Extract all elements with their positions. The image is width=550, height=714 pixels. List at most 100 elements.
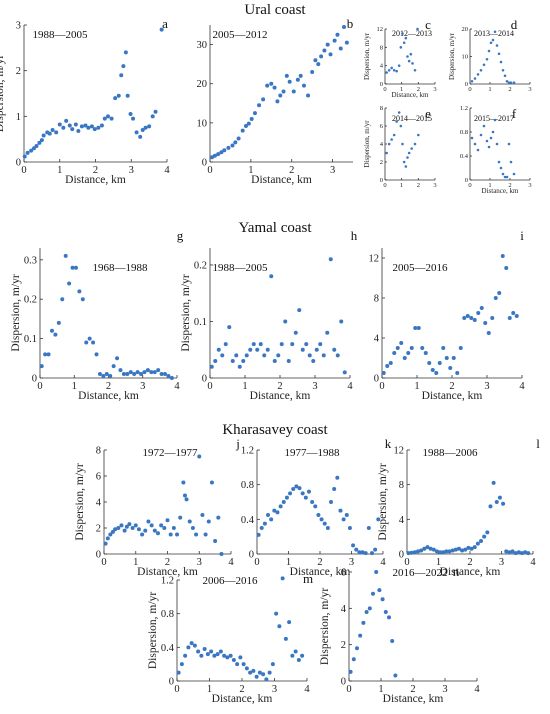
x-tick-label: 1: [57, 165, 62, 176]
data-point: [269, 81, 274, 86]
x-tick-label: 2: [289, 165, 294, 176]
data-point: [465, 314, 470, 318]
section-title-ural: Ural coast: [244, 2, 306, 18]
data-point: [190, 526, 195, 530]
data-point: [140, 128, 145, 133]
panel-letter: j: [235, 436, 240, 451]
data-point: [489, 136, 493, 140]
data-point: [121, 64, 126, 69]
data-point: [519, 551, 524, 556]
data-point: [269, 274, 274, 279]
x-tick-label: 4: [380, 557, 386, 568]
data-point: [216, 515, 221, 520]
x-tick-label: 0: [383, 182, 386, 189]
data-point: [377, 588, 382, 593]
data-point: [248, 347, 253, 352]
data-point: [270, 662, 275, 667]
data-point: [404, 36, 408, 40]
data-point: [485, 139, 489, 143]
y-tick-label: 1.2: [241, 446, 254, 457]
data-point: [119, 523, 124, 528]
y-tick-label: 0.8: [460, 129, 468, 136]
y-tick-label: 0.1: [194, 317, 207, 328]
data-point: [409, 550, 414, 555]
data-point: [223, 342, 228, 347]
data-point: [313, 58, 318, 63]
chart-h: 0 1 2 3 4 0 0.1 0.2 Distance, km Dispersion, m/yr…: [180, 228, 358, 402]
data-point: [233, 140, 238, 145]
section-title-kharasavey: Kharasavey coast: [222, 422, 328, 438]
data-point: [482, 63, 486, 67]
data-point: [169, 376, 174, 380]
data-point: [267, 670, 272, 675]
data-point: [238, 655, 243, 660]
data-point: [186, 645, 191, 650]
data-point: [287, 620, 292, 625]
y-tick-label: 12: [377, 26, 384, 33]
x-tick-label: 1: [133, 557, 138, 568]
panel-letter: h: [351, 228, 358, 243]
y-tick-label: 4: [374, 334, 380, 345]
data-point: [251, 668, 256, 673]
y-tick-label: 0: [380, 177, 383, 184]
data-point: [401, 32, 404, 35]
data-point: [318, 342, 323, 347]
y-axis-label: Dispersion, m/yr: [363, 120, 371, 168]
data-point: [61, 125, 66, 130]
data-point: [213, 539, 218, 543]
period-label: 2015—2017: [474, 114, 514, 123]
data-point: [259, 526, 264, 530]
data-point: [374, 570, 379, 574]
data-point: [203, 532, 208, 537]
x-tick-label: 2: [239, 684, 244, 695]
data-point: [196, 649, 201, 654]
data-point: [453, 547, 458, 552]
x-tick-label: 0: [37, 381, 42, 392]
data-point: [152, 528, 157, 533]
data-point: [219, 150, 224, 155]
data-point: [419, 548, 424, 553]
data-point: [438, 550, 443, 555]
data-point: [393, 673, 398, 678]
data-point: [304, 342, 309, 347]
data-point: [489, 41, 493, 45]
y-tick-label: 20: [462, 26, 469, 33]
data-point: [328, 257, 333, 262]
data-point: [360, 550, 365, 555]
data-point: [503, 175, 507, 179]
x-tick-label: 1: [400, 182, 403, 189]
data-point: [153, 109, 158, 114]
data-point: [497, 160, 501, 164]
data-point: [447, 549, 452, 554]
data-point: [332, 38, 337, 43]
data-point: [495, 142, 499, 146]
data-point: [284, 495, 289, 500]
data-point: [344, 40, 349, 45]
data-point: [216, 347, 221, 352]
data-point: [116, 93, 121, 98]
data-point: [251, 342, 256, 347]
data-point: [248, 670, 253, 675]
data-point: [178, 515, 183, 520]
data-point: [385, 151, 388, 155]
data-point: [283, 636, 288, 641]
x-tick-label: 4: [174, 381, 180, 392]
data-point: [230, 359, 235, 364]
data-point: [150, 114, 155, 119]
data-point: [431, 547, 436, 552]
data-point: [390, 66, 393, 70]
x-tick-label: 2: [410, 684, 415, 695]
data-point: [50, 128, 55, 133]
data-point: [434, 549, 439, 554]
data-point: [113, 96, 118, 101]
data-point: [387, 615, 391, 620]
data-point: [363, 551, 368, 556]
data-point: [187, 519, 192, 524]
data-point: [236, 136, 241, 141]
data-point: [385, 71, 388, 74]
data-point: [364, 609, 369, 614]
data-point: [246, 121, 251, 126]
